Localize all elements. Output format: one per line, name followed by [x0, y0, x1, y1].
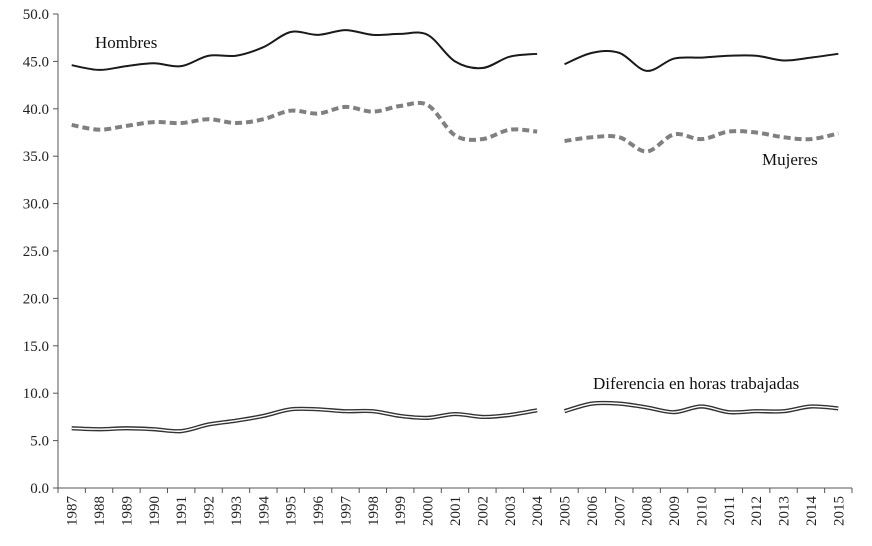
- x-tick-label: 2009: [667, 496, 683, 526]
- y-tick-label: 20.0: [23, 291, 49, 307]
- x-tick-label: 1987: [65, 496, 81, 527]
- x-tick-label: 1992: [202, 496, 218, 526]
- x-tick-label: 2003: [503, 496, 519, 526]
- y-tick-label: 15.0: [23, 339, 49, 355]
- x-tick-label: 1999: [393, 496, 409, 526]
- series-line-diferencia-segment-2: [563, 400, 839, 415]
- x-tick-label: 1994: [256, 496, 272, 527]
- x-tick-label: 2007: [612, 496, 628, 527]
- x-tick-label: 1998: [366, 496, 382, 526]
- x-tick-label: 2010: [694, 496, 710, 526]
- x-tick-label: 2004: [530, 496, 546, 527]
- y-tick-label: 0.0: [30, 481, 49, 497]
- y-tick-label: 5.0: [30, 434, 49, 450]
- x-tick-label: 2011: [722, 496, 738, 525]
- x-tick-label: 1990: [147, 496, 163, 526]
- series-line-diferencia-segment-2-inner: [564, 402, 839, 414]
- series-lines: [71, 29, 839, 434]
- series-label-mujeres: Mujeres: [762, 150, 818, 169]
- x-tick-label: 2000: [421, 496, 437, 526]
- x-tick-label: 1991: [174, 496, 190, 526]
- axes: 0.0 5.0 10.0 15.0 20.0 25.0 30.0 35.0 40.0 45.0 50…: [23, 7, 853, 527]
- series-label-diferencia: Diferencia en horas trabajadas: [593, 374, 799, 393]
- series-label-hombres: Hombres: [95, 33, 157, 52]
- y-tick-label: 35.0: [23, 149, 49, 165]
- x-tick-label: 2014: [804, 496, 820, 527]
- x-tick-label: 2013: [777, 496, 793, 526]
- x-tick-label: 2002: [475, 496, 491, 526]
- y-tick-label: 25.0: [23, 244, 49, 260]
- x-tick-label: 2008: [640, 496, 656, 526]
- series-line-hombres-segment-2: [564, 50, 839, 72]
- y-tick-label: 40.0: [23, 102, 49, 118]
- series-line-diferencia-segment-1-inner: [71, 408, 538, 432]
- y-tick-label: 45.0: [23, 54, 49, 70]
- x-tick-label: 2015: [831, 496, 847, 526]
- x-tick-label: 1996: [311, 496, 327, 527]
- series-line-mujeres-segment-1: [71, 100, 538, 142]
- y-tick-label: 30.0: [23, 197, 49, 213]
- x-tick-label: 1988: [92, 496, 108, 526]
- x-tick-label: 1989: [119, 496, 135, 526]
- labels: Hombres Mujeres Diferencia en horas trab…: [95, 33, 818, 393]
- x-tick-label: 2005: [558, 496, 574, 526]
- series-line-hombres-segment-1: [71, 29, 538, 71]
- x-tick-label: 2001: [448, 496, 464, 526]
- y-tick-label: 10.0: [23, 386, 49, 402]
- x-tick-label: 1993: [229, 496, 245, 526]
- x-tick-label: 2006: [585, 496, 601, 527]
- series-line-diferencia-segment-1: [71, 406, 538, 434]
- x-tick-label: 1995: [284, 496, 300, 526]
- x-tick-label: 1997: [338, 496, 354, 527]
- y-tick-label: 50.0: [23, 7, 49, 23]
- series-line-mujeres-segment-2: [564, 129, 839, 154]
- x-tick-label: 2012: [749, 496, 765, 526]
